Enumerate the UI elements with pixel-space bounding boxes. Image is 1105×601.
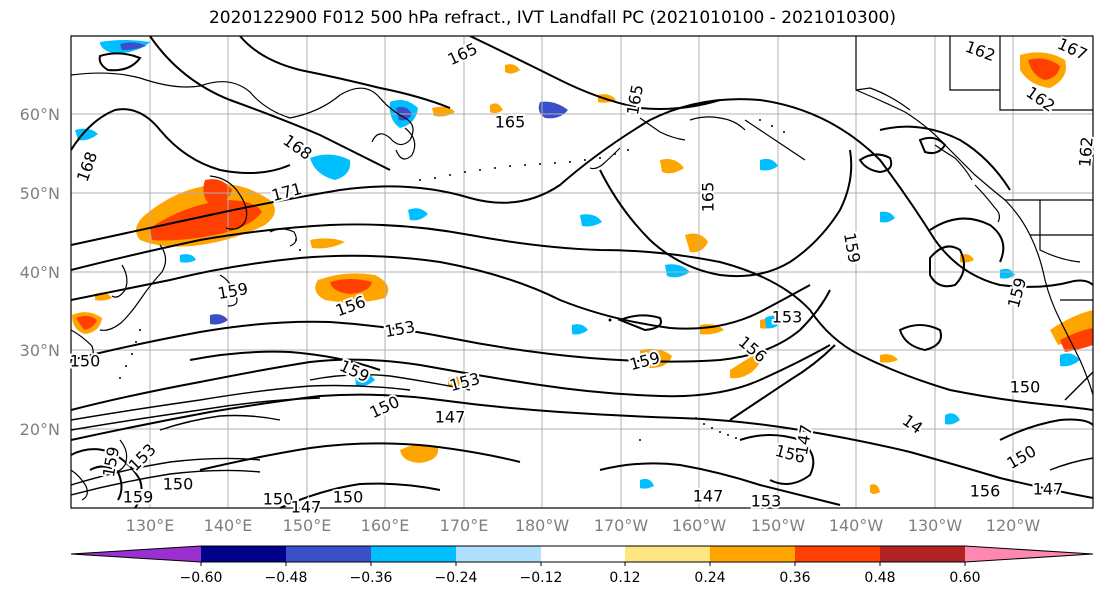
lat-label-50n: 50°N xyxy=(20,184,60,203)
colorbar-tick-label: −0.24 xyxy=(435,570,478,586)
contour-label: 159 xyxy=(123,488,154,507)
colorbar: −0.60 −0.48 −0.36 −0.24 −0.12 0.12 0.24 0.36 0.4… xyxy=(70,545,1094,586)
map-title: 2020122900 F012 500 hPa refract., IVT La… xyxy=(208,8,896,28)
contour-label-halo: 162 xyxy=(1075,136,1097,168)
lat-label-40n: 40°N xyxy=(20,263,60,282)
contour-label: 147 xyxy=(291,498,322,517)
colorbar-segment xyxy=(286,546,371,562)
colorbar-tick-label: −0.12 xyxy=(520,570,563,586)
contour-label-halo: 147 xyxy=(435,408,466,427)
contour-label-halo: 165 xyxy=(699,182,718,213)
lat-label-30n: 30°N xyxy=(20,341,60,360)
contour-label: 150 xyxy=(1010,378,1041,397)
contour-label: 147 xyxy=(1033,480,1064,499)
colorbar-tick-label: 0.60 xyxy=(949,570,980,586)
contour-label-halo: 150 xyxy=(70,352,101,371)
lon-label-130w: 130°W xyxy=(908,516,963,535)
contour-label-halo: 150 xyxy=(163,475,194,494)
contour-label: 147 xyxy=(435,408,466,427)
colorbar-segment xyxy=(795,546,880,562)
contour-label-halo: 159 xyxy=(123,488,154,507)
lon-label-130e: 130°E xyxy=(126,516,175,535)
colorbar-tick-label: 0.12 xyxy=(609,570,640,586)
colorbar-tick-label: 0.24 xyxy=(694,570,725,586)
contour-label-halo: 147 xyxy=(1033,480,1064,499)
colorbar-segment xyxy=(965,546,1093,562)
coastlines xyxy=(71,36,1093,501)
contour-label-halo: 156 xyxy=(970,482,1001,501)
latitude-labels: 60°N 50°N 40°N 30°N 20°N xyxy=(20,105,60,439)
secondary-contours xyxy=(71,371,1093,496)
colorbar-tick-label: 0.36 xyxy=(779,570,810,586)
colorbar-segment xyxy=(710,546,795,562)
contour-label: 147 xyxy=(693,487,724,506)
colorbar-segment xyxy=(625,546,710,562)
colorbar-segment xyxy=(880,546,965,562)
contour-label-halo: 150 xyxy=(1010,378,1041,397)
contour-label-halo: 147 xyxy=(291,498,322,517)
lon-label-150w: 150°W xyxy=(751,516,806,535)
colorbar-tick-label: 0.48 xyxy=(864,570,895,586)
contour-label: 165 xyxy=(699,182,718,213)
colorbar-segment xyxy=(456,546,541,562)
contour-label: 153 xyxy=(751,492,782,511)
lon-label-170e: 170°E xyxy=(440,516,489,535)
lon-label-120w: 120°W xyxy=(986,516,1041,535)
colorbar-segment xyxy=(371,546,456,562)
colorbar-tick-label: −0.60 xyxy=(180,570,223,586)
lon-label-150e: 150°E xyxy=(283,516,332,535)
height-contours xyxy=(71,36,1093,508)
map-frame xyxy=(70,35,1094,509)
colorbar-segments xyxy=(70,545,1094,563)
lat-label-20n: 20°N xyxy=(20,420,60,439)
contour-label-halo: 150 xyxy=(263,490,294,509)
longitude-labels: 130°E 140°E 150°E 160°E 170°E 180°W 170°… xyxy=(126,516,1041,535)
colorbar-segment xyxy=(541,546,625,562)
lon-label-160e: 160°E xyxy=(361,516,410,535)
contour-label: 162 xyxy=(1075,136,1097,168)
colorbar-segment xyxy=(201,546,286,562)
colorbar-segment xyxy=(71,546,201,562)
lon-label-140w: 140°W xyxy=(829,516,884,535)
contour-label: 156 xyxy=(970,482,1001,501)
colorbar-tick-label: −0.36 xyxy=(350,570,393,586)
contour-label: 153 xyxy=(772,308,803,327)
contour-label: 150 xyxy=(333,488,364,507)
contour-label-halo: 147 xyxy=(693,487,724,506)
lat-label-60n: 60°N xyxy=(20,105,60,124)
lon-label-170w: 170°W xyxy=(594,516,649,535)
contour-label-halo: 153 xyxy=(751,492,782,511)
contour-label-halo: 165 xyxy=(495,113,526,132)
lon-label-160w: 160°W xyxy=(672,516,727,535)
contour-label-halo: 150 xyxy=(333,488,364,507)
lon-label-180w: 180°W xyxy=(515,516,570,535)
colorbar-ticks: −0.60 −0.48 −0.36 −0.24 −0.12 0.12 0.24 0.36 0.4… xyxy=(180,562,981,586)
contour-label: 150 xyxy=(70,352,101,371)
contour-label: 165 xyxy=(495,113,526,132)
colorbar-tick-label: −0.48 xyxy=(265,570,308,586)
contour-label-halo: 153 xyxy=(772,308,803,327)
positive-anomaly-patches xyxy=(72,52,1093,494)
contour-label: 150 xyxy=(163,475,194,494)
contour-label: 150 xyxy=(263,490,294,509)
graticule xyxy=(71,36,1093,508)
lon-label-140e: 140°E xyxy=(204,516,253,535)
island-chains xyxy=(119,119,785,441)
